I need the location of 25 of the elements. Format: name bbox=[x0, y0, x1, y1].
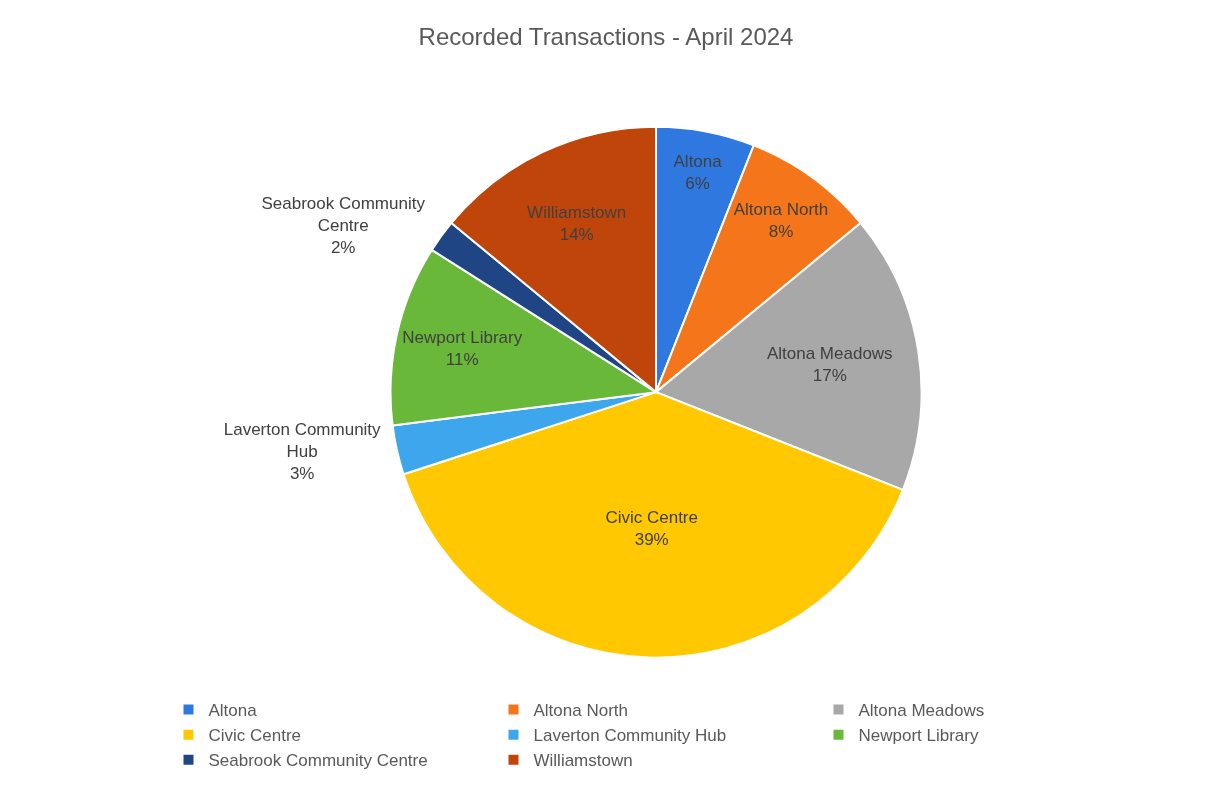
legend-label: Newport Library bbox=[858, 726, 979, 746]
slice-label: Williamstown bbox=[527, 203, 627, 223]
legend-label: Laverton Community Hub bbox=[533, 726, 727, 746]
legend-label: Williamstown bbox=[533, 751, 633, 771]
data-label: 11% bbox=[445, 350, 479, 370]
legend-label: Civic Centre bbox=[208, 726, 302, 746]
legend-label: Altona bbox=[208, 701, 258, 721]
data-label: 39% bbox=[634, 530, 669, 550]
slice-label: Altona Meadows bbox=[766, 344, 893, 364]
data-label: 2% bbox=[330, 237, 356, 257]
data-label: 14% bbox=[559, 225, 594, 245]
chart-title: Recorded Transactions - April 2024 bbox=[418, 22, 794, 50]
data-label: 3% bbox=[289, 464, 315, 484]
data-label: 8% bbox=[768, 221, 794, 241]
legend-label: Altona North bbox=[533, 701, 628, 721]
slice-label: Laverton Community Hub bbox=[223, 419, 382, 462]
slice-label: Civic Centre bbox=[605, 508, 698, 528]
data-label: 6% bbox=[685, 174, 710, 194]
slice-label: Seabrook Community Centre bbox=[261, 193, 426, 235]
legend-label: Altona Meadows bbox=[858, 701, 985, 721]
slice-label: Newport Library bbox=[402, 328, 523, 348]
data-label: 17% bbox=[812, 366, 847, 386]
slice-label: Altona bbox=[673, 151, 723, 171]
legend-label: Seabrook Community Centre bbox=[208, 751, 428, 771]
slice-label: Altona North bbox=[733, 199, 829, 219]
